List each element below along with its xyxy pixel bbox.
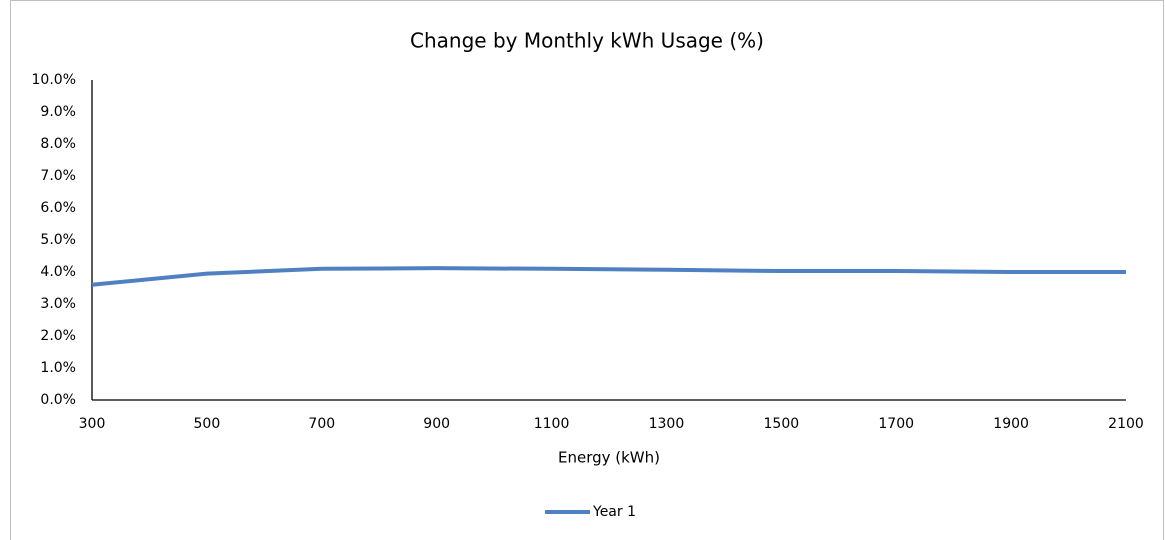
x-tick-label: 700 (308, 416, 335, 432)
y-tick-label: 6.0% (40, 200, 76, 216)
x-tick-label: 300 (79, 416, 106, 432)
x-tick-label: 1100 (534, 416, 570, 432)
y-tick-label: 0.0% (40, 392, 76, 408)
y-tick-label: 8.0% (40, 136, 76, 152)
chart-title: Change by Monthly kWh Usage (%) (410, 29, 764, 53)
x-tick-label: 1900 (993, 416, 1029, 432)
x-tick-label: 900 (423, 416, 450, 432)
x-tick-label: 500 (194, 416, 221, 432)
x-tick-label: 1700 (878, 416, 914, 432)
x-tick-label: 2100 (1108, 416, 1144, 432)
legend-label: Year 1 (592, 504, 636, 520)
x-axis-title: Energy (kWh) (558, 449, 660, 467)
y-tick-label: 1.0% (40, 360, 76, 376)
y-tick-label: 5.0% (40, 232, 76, 248)
y-tick-label: 3.0% (40, 296, 76, 312)
data-line (91, 266, 1126, 287)
x-tick-label: 1300 (649, 416, 685, 432)
y-tick-label: 7.0% (40, 168, 76, 184)
x-tick-label: 1500 (764, 416, 800, 432)
y-tick-label: 4.0% (40, 264, 76, 280)
y-tick-label: 10.0% (32, 72, 76, 88)
y-tick-label: 9.0% (40, 104, 76, 120)
y-tick-label: 2.0% (40, 328, 76, 344)
